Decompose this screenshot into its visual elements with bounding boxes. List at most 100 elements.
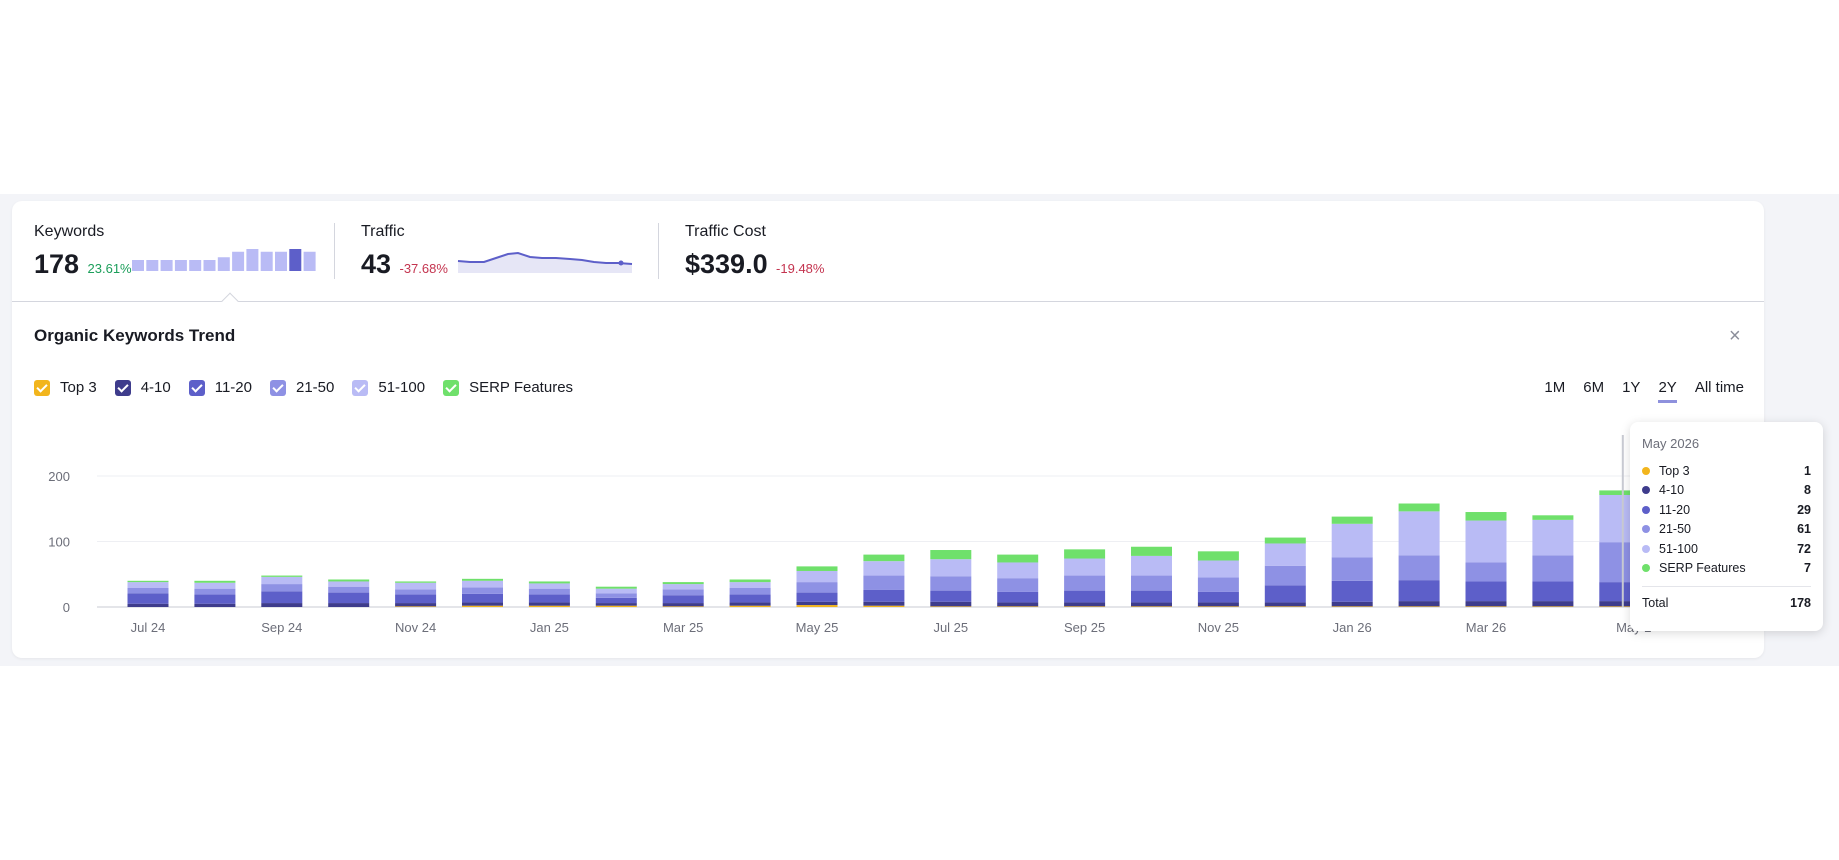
bar-segment[interactable] bbox=[595, 593, 637, 598]
bar-segment[interactable] bbox=[796, 592, 838, 602]
bar-segment[interactable] bbox=[261, 584, 303, 592]
bar-segment[interactable] bbox=[395, 606, 437, 607]
bar-segment[interactable] bbox=[729, 588, 771, 595]
bar-segment[interactable] bbox=[1398, 606, 1440, 607]
bar-segment[interactable] bbox=[194, 603, 236, 607]
bar-segment[interactable] bbox=[796, 566, 838, 571]
range-6m[interactable]: 6M bbox=[1583, 379, 1605, 396]
bar-segment[interactable] bbox=[662, 595, 704, 604]
legend-item[interactable]: 11-20 bbox=[188, 379, 252, 396]
bar-segment[interactable] bbox=[1398, 601, 1440, 607]
bar-segment[interactable] bbox=[1064, 606, 1106, 607]
bar-segment[interactable] bbox=[863, 561, 905, 576]
bar-segment[interactable] bbox=[863, 589, 905, 602]
bar-segment[interactable] bbox=[997, 578, 1039, 592]
bar-segment[interactable] bbox=[1131, 602, 1172, 607]
bar-segment[interactable] bbox=[1398, 580, 1440, 602]
bar-segment[interactable] bbox=[127, 588, 169, 594]
bar-segment[interactable] bbox=[729, 594, 771, 603]
bar-segment[interactable] bbox=[395, 594, 437, 604]
bar-segment[interactable] bbox=[1532, 606, 1574, 607]
bar-segment[interactable] bbox=[997, 562, 1039, 579]
bar-segment[interactable] bbox=[462, 580, 503, 588]
bar-segment[interactable] bbox=[997, 606, 1039, 607]
bar-segment[interactable] bbox=[595, 603, 637, 606]
bar-segment[interactable] bbox=[328, 586, 370, 593]
bar-segment[interactable] bbox=[462, 602, 503, 606]
bar-segment[interactable] bbox=[328, 581, 370, 587]
bar-segment[interactable] bbox=[1264, 602, 1306, 607]
bar-segment[interactable] bbox=[528, 605, 570, 607]
range-2y[interactable]: 2Y bbox=[1658, 379, 1677, 403]
bar-segment[interactable] bbox=[1532, 519, 1574, 556]
bar-segment[interactable] bbox=[1599, 601, 1641, 607]
legend-item[interactable]: Top 3 bbox=[34, 379, 97, 396]
traffic-metric[interactable]: Traffic 43 -37.68% bbox=[361, 223, 448, 280]
bar-segment[interactable] bbox=[595, 586, 637, 589]
bar-segment[interactable] bbox=[1465, 606, 1507, 607]
bar-segment[interactable] bbox=[930, 559, 972, 577]
bar-segment[interactable] bbox=[1532, 515, 1574, 520]
bar-segment[interactable] bbox=[462, 587, 503, 594]
bar-segment[interactable] bbox=[328, 579, 370, 582]
bar-segment[interactable] bbox=[1264, 537, 1306, 544]
traffic-cost-metric[interactable]: Traffic Cost $339.0 -19.48% bbox=[685, 223, 824, 280]
bar-segment[interactable] bbox=[595, 605, 637, 607]
bar-segment[interactable] bbox=[1398, 555, 1440, 581]
bar-segment[interactable] bbox=[1064, 558, 1106, 576]
bar-segment[interactable] bbox=[1131, 575, 1172, 591]
bar-segment[interactable] bbox=[1465, 512, 1507, 521]
bar-segment[interactable] bbox=[528, 602, 570, 606]
checkbox-icon[interactable] bbox=[34, 379, 50, 396]
close-icon[interactable]: × bbox=[1729, 325, 1741, 347]
bar-segment[interactable] bbox=[662, 606, 704, 607]
bar-segment[interactable] bbox=[930, 606, 972, 607]
bar-segment[interactable] bbox=[1465, 581, 1507, 602]
bar-segment[interactable] bbox=[1064, 549, 1106, 559]
bar-segment[interactable] bbox=[930, 576, 972, 591]
bar-segment[interactable] bbox=[930, 550, 972, 560]
bar-segment[interactable] bbox=[395, 603, 437, 607]
bar-segment[interactable] bbox=[1064, 575, 1106, 591]
checkbox-icon[interactable] bbox=[188, 379, 205, 396]
legend-item[interactable]: 4-10 bbox=[114, 379, 171, 396]
bar-segment[interactable] bbox=[595, 588, 637, 594]
keywords-metric[interactable]: Keywords 178 23.61% bbox=[34, 223, 132, 280]
bar-segment[interactable] bbox=[261, 576, 303, 585]
bar-segment[interactable] bbox=[796, 582, 838, 593]
bar-segment[interactable] bbox=[729, 602, 771, 606]
bar-segment[interactable] bbox=[194, 594, 236, 604]
bar-segment[interactable] bbox=[1197, 577, 1239, 592]
bar-segment[interactable] bbox=[1532, 601, 1574, 607]
bar-segment[interactable] bbox=[194, 582, 236, 589]
bar-segment[interactable] bbox=[595, 597, 637, 604]
bar-segment[interactable] bbox=[1331, 580, 1373, 602]
bar-segment[interactable] bbox=[462, 578, 503, 581]
bar-segment[interactable] bbox=[1465, 601, 1507, 607]
bar-segment[interactable] bbox=[1064, 602, 1106, 607]
bar-segment[interactable] bbox=[194, 588, 236, 595]
bar-segment[interactable] bbox=[1331, 523, 1373, 558]
bar-segment[interactable] bbox=[662, 584, 704, 590]
bar-segment[interactable] bbox=[1131, 555, 1172, 576]
bar-segment[interactable] bbox=[462, 605, 503, 607]
bar-segment[interactable] bbox=[1532, 581, 1574, 602]
bar-segment[interactable] bbox=[261, 591, 303, 604]
checkbox-icon[interactable] bbox=[270, 379, 286, 396]
bar-segment[interactable] bbox=[1532, 555, 1574, 582]
bar-segment[interactable] bbox=[1264, 543, 1306, 566]
bar-segment[interactable] bbox=[528, 588, 570, 595]
bar-segment[interactable] bbox=[1331, 557, 1373, 581]
bar-segment[interactable] bbox=[1398, 503, 1440, 512]
bar-segment[interactable] bbox=[930, 590, 972, 602]
bar-segment[interactable] bbox=[729, 579, 771, 583]
bar-segment[interactable] bbox=[328, 603, 370, 607]
bar-segment[interactable] bbox=[261, 603, 303, 607]
bar-segment[interactable] bbox=[1197, 591, 1239, 603]
bar-segment[interactable] bbox=[863, 605, 905, 607]
bar-segment[interactable] bbox=[1264, 565, 1306, 586]
bar-segment[interactable] bbox=[127, 603, 169, 607]
range-1y[interactable]: 1Y bbox=[1622, 379, 1641, 396]
bar-segment[interactable] bbox=[395, 589, 437, 595]
bar-segment[interactable] bbox=[261, 575, 303, 577]
